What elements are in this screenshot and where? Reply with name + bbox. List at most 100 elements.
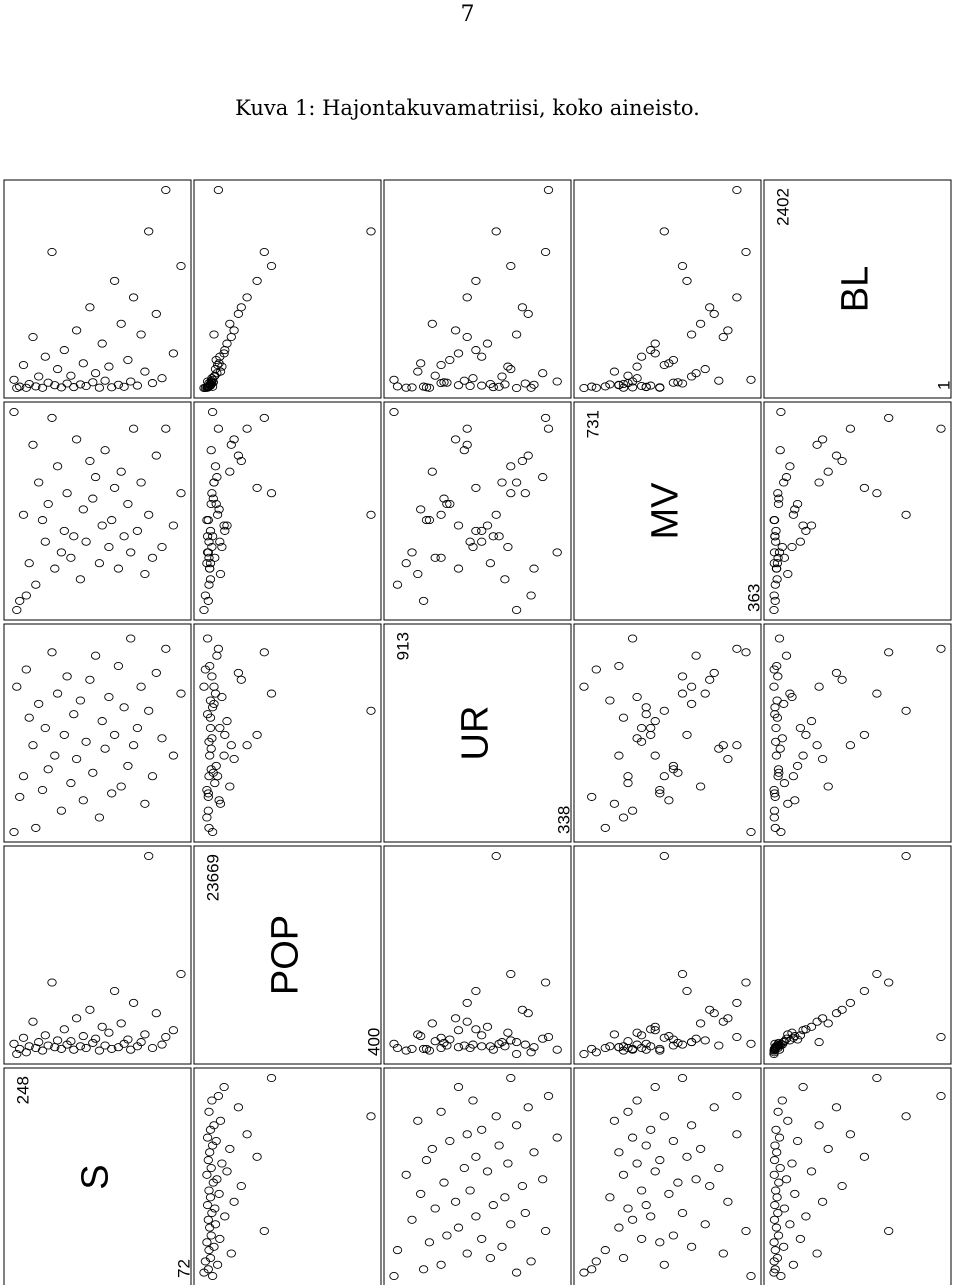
scatter-point bbox=[69, 1045, 79, 1054]
scatter-point bbox=[209, 682, 219, 691]
scatter-point bbox=[579, 1049, 589, 1059]
scatter-point bbox=[511, 330, 522, 339]
scatter-point bbox=[677, 261, 688, 271]
scatter-point bbox=[806, 521, 817, 530]
scatter-point bbox=[157, 1040, 167, 1049]
scatter-point bbox=[453, 564, 464, 573]
scatter-point bbox=[591, 665, 601, 674]
scatter-point bbox=[259, 648, 269, 657]
scatter-point bbox=[252, 730, 262, 739]
scatter-point bbox=[777, 542, 787, 552]
scatter-point bbox=[205, 713, 216, 722]
scatter-point bbox=[212, 1260, 223, 1269]
scatter-point bbox=[520, 1040, 530, 1049]
scatter-point bbox=[600, 382, 610, 391]
scatter-point bbox=[206, 1231, 216, 1240]
scatter-point bbox=[207, 827, 218, 837]
scatter-point bbox=[776, 1271, 786, 1281]
scatter-point bbox=[529, 1043, 539, 1052]
scatter-point bbox=[222, 1167, 232, 1176]
scatter-point bbox=[488, 1201, 498, 1210]
scatter-point bbox=[664, 796, 674, 805]
scatter-point bbox=[109, 483, 120, 492]
scatter-point bbox=[552, 377, 562, 386]
scatter-point bbox=[845, 1130, 856, 1139]
scatter-point bbox=[806, 717, 817, 726]
scatter-point bbox=[217, 1159, 227, 1168]
scatter-point bbox=[636, 1031, 647, 1040]
scatter-point bbox=[579, 1268, 589, 1277]
scatter-point bbox=[366, 1112, 376, 1121]
scatter-point bbox=[220, 526, 230, 535]
scatter-point bbox=[222, 521, 232, 530]
scatter-point bbox=[845, 424, 856, 433]
scatter-point bbox=[453, 1026, 464, 1035]
scatter-point bbox=[812, 1249, 822, 1258]
scatter-point bbox=[587, 382, 597, 391]
panel-frame bbox=[3, 179, 192, 399]
scatter-point bbox=[609, 799, 620, 808]
scatter-point bbox=[209, 1121, 219, 1130]
scatter-point bbox=[416, 1189, 426, 1198]
scatter-point bbox=[668, 1231, 679, 1240]
panel-S-BL bbox=[3, 179, 192, 399]
scatter-point bbox=[884, 413, 894, 422]
scatter-point bbox=[119, 382, 129, 391]
scatter-point bbox=[202, 813, 212, 822]
scatter-point bbox=[205, 1125, 216, 1134]
panel-POP-POP: POP 23669 400 bbox=[193, 845, 383, 1065]
scatter-point bbox=[47, 413, 57, 422]
scatter-point bbox=[632, 362, 642, 371]
scatter-point bbox=[97, 1022, 107, 1031]
scatter-point bbox=[204, 737, 214, 746]
scatter-point bbox=[646, 1125, 656, 1134]
scatter-point bbox=[126, 1045, 136, 1054]
scatter-point bbox=[872, 489, 882, 498]
scatter-point bbox=[614, 1223, 624, 1232]
scatter-point bbox=[242, 293, 252, 302]
scatter-point bbox=[785, 1220, 795, 1229]
scatter-point bbox=[212, 473, 222, 482]
scatter-point bbox=[769, 605, 779, 615]
scatter-point bbox=[207, 1096, 217, 1105]
scatter-point bbox=[212, 772, 223, 781]
scatter-point bbox=[37, 785, 48, 795]
scatter-point bbox=[471, 1025, 481, 1034]
scatter-point bbox=[116, 1019, 126, 1028]
scatter-point bbox=[668, 378, 679, 387]
scatter-point bbox=[75, 380, 86, 389]
scatter-point bbox=[787, 542, 797, 552]
scatter-point bbox=[714, 1163, 724, 1173]
scatter-point bbox=[771, 537, 781, 546]
scatter-point bbox=[823, 1144, 833, 1153]
scatter-point bbox=[140, 367, 150, 376]
scatter-point bbox=[543, 424, 554, 433]
scatter-point bbox=[506, 1036, 516, 1045]
scatter-point bbox=[523, 1009, 533, 1018]
scatter-point bbox=[482, 1167, 493, 1176]
scatter-point bbox=[252, 483, 262, 492]
panel-frame bbox=[193, 623, 382, 843]
scatter-point bbox=[430, 553, 440, 562]
scatter-point bbox=[769, 806, 780, 815]
scatter-point bbox=[471, 986, 481, 996]
scatter-point bbox=[78, 359, 88, 368]
scatter-point bbox=[817, 754, 828, 764]
scatter-point bbox=[413, 367, 423, 376]
panel-frame bbox=[3, 1067, 192, 1285]
scatter-point bbox=[523, 1103, 533, 1112]
scatter-point bbox=[203, 1215, 213, 1224]
scatter-point bbox=[47, 978, 57, 987]
scatter-point bbox=[732, 185, 742, 195]
panel-frame bbox=[383, 623, 572, 843]
scatter-point bbox=[664, 1032, 674, 1041]
scatter-point bbox=[266, 1073, 277, 1083]
scatter-point bbox=[517, 303, 528, 312]
scatter-point bbox=[416, 359, 426, 368]
scatter-point bbox=[627, 806, 638, 815]
scatter-point bbox=[71, 754, 82, 764]
scatter-point bbox=[462, 332, 472, 342]
panel-frame bbox=[763, 401, 952, 621]
scatter-point bbox=[28, 1017, 38, 1026]
